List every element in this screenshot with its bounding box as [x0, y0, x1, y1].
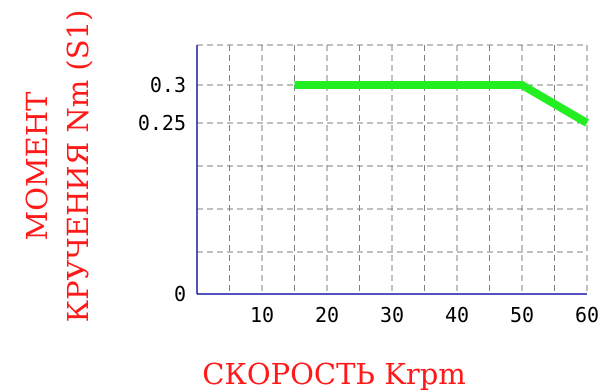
- x-tick-label: 10: [250, 303, 274, 327]
- y-axis-title: МОМЕНТ: [20, 91, 54, 241]
- x-tick-label: 60: [575, 303, 599, 327]
- y-axis-title-line2: КРУЧЕНИЯ Nm (S1): [61, 10, 95, 323]
- series-layer: [294, 81, 590, 127]
- y-tick-label: 0.3: [150, 73, 186, 97]
- y-tick-label: 0.25: [138, 111, 186, 135]
- x-tick-labels: 10 20 30 40 50 60: [250, 303, 599, 327]
- x-tick-label: 50: [510, 303, 534, 327]
- axes: [196, 45, 587, 295]
- y-axis-title-2: КРУЧЕНИЯ Nm (S1): [61, 10, 95, 323]
- x-tick-label: 20: [315, 303, 339, 327]
- x-axis-title: СКОРОСТЬ Krpm: [202, 357, 466, 391]
- y-tick-label: 0: [174, 282, 186, 306]
- series-line: [294, 81, 590, 127]
- x-tick-label: 30: [380, 303, 404, 327]
- x-tick-label: 40: [445, 303, 469, 327]
- y-axis-title-line1: МОМЕНТ: [20, 91, 54, 241]
- y-tick-labels: 0 0.25 0.3: [138, 73, 186, 306]
